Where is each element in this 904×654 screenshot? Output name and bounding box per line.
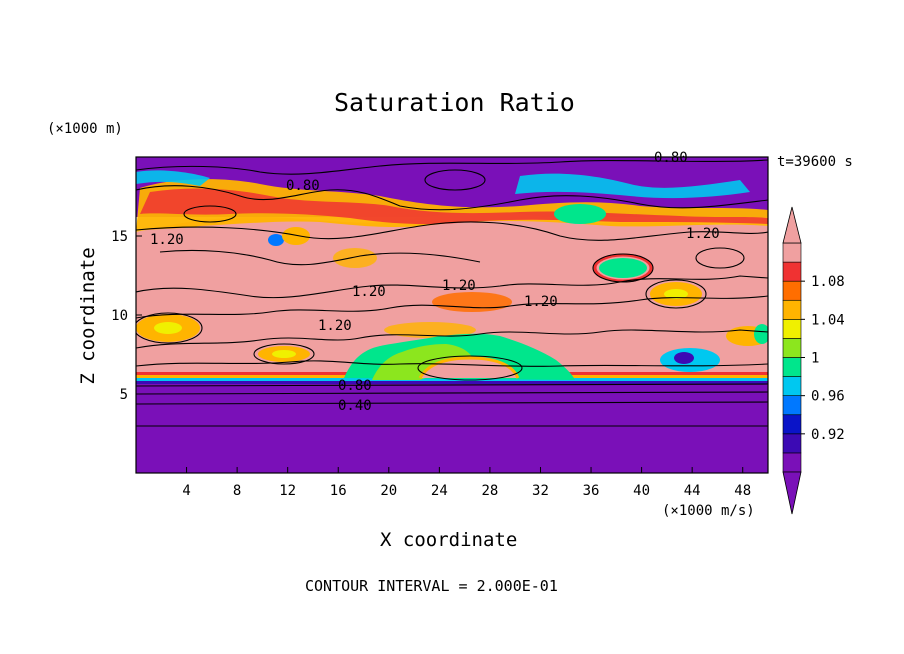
pocket-yellow-lower	[272, 350, 296, 358]
contour-line	[253, 343, 315, 365]
contour-label: 0.80	[654, 150, 688, 166]
cloud-core-pink	[420, 358, 518, 378]
contour-line	[136, 295, 768, 319]
contour-label: 0.80	[338, 378, 372, 394]
x-tick-label: 48	[734, 483, 751, 499]
pocket-orange-mid	[432, 292, 512, 312]
contour-interval-footer: CONTOUR INTERVAL = 2.000E-01	[305, 577, 558, 595]
pocket-green-right	[599, 258, 647, 278]
y-axis-label: Z coordinate	[77, 247, 99, 385]
contour-line	[136, 275, 768, 299]
contour-field	[136, 157, 768, 473]
x-tick-label: 16	[330, 483, 347, 499]
base-band-blue	[136, 381, 768, 384]
colorbar-swatch	[782, 299, 802, 320]
y-tick-label: 10	[111, 308, 128, 324]
contour-line	[136, 391, 768, 395]
contour-line	[136, 360, 768, 367]
cloud-body-light-green	[372, 344, 474, 380]
contour-labels: 0.80 0.80 1.20 1.20 1.20 1.20 1.20 1.20 …	[150, 150, 720, 414]
colorbar-swatch	[782, 261, 802, 282]
chart-title: Saturation Ratio	[334, 88, 575, 117]
contour-label: 0.40	[338, 398, 372, 414]
y-axis: 5 10 15	[111, 229, 142, 403]
y-tick-label: 15	[111, 229, 128, 245]
pocket-green-corner	[754, 324, 768, 344]
colorbar-label: 0.96	[811, 389, 845, 405]
colorbar-swatch	[782, 395, 802, 416]
contour-line	[136, 312, 203, 344]
contour-line	[136, 159, 768, 175]
y-unit-label: (×1000 m)	[47, 121, 123, 137]
contour-line	[183, 205, 237, 223]
contour-line	[136, 329, 768, 349]
upper-band-blue	[136, 170, 210, 186]
colorbar-label: 1.04	[811, 312, 845, 328]
colorbar-swatch	[782, 319, 802, 339]
upper-blob-yellow	[282, 227, 310, 245]
colorbar-swatch	[782, 338, 802, 358]
upper-blob-blue	[268, 234, 284, 246]
colorbar-swatch	[782, 357, 802, 377]
contour-line	[136, 221, 768, 241]
contour-label: 1.20	[442, 278, 476, 294]
contour-lines	[136, 159, 768, 427]
colorbar: 1.08 1.04 1 0.96 0.92	[782, 206, 845, 515]
cloud-core-ring	[418, 356, 520, 379]
contour-label: 1.20	[150, 232, 184, 248]
contour-line	[645, 279, 707, 309]
time-label: t=39600 s	[777, 154, 853, 170]
x-tick-label: 32	[532, 483, 549, 499]
contour-line	[417, 355, 523, 381]
x-axis-label: X coordinate	[380, 529, 518, 551]
x-tick-label: 24	[431, 483, 448, 499]
contour-line	[136, 401, 768, 405]
pocket-yellow-far-right	[664, 289, 688, 299]
contour-line	[695, 247, 745, 269]
colorbar-swatch	[782, 414, 802, 435]
upper-blob-green	[554, 204, 606, 224]
contour-line	[136, 185, 768, 211]
x-unit-label: (×1000 m/s)	[662, 503, 755, 519]
contour-label: 1.20	[318, 318, 352, 334]
colorbar-label: 1	[811, 351, 819, 367]
colorbar-swatch	[782, 242, 802, 263]
contour-line	[592, 253, 654, 283]
x-tick-label: 12	[279, 483, 296, 499]
x-tick-label: 20	[380, 483, 397, 499]
contour-label: 0.80	[286, 178, 320, 194]
colorbar-swatch	[782, 433, 802, 454]
x-tick-label: 8	[233, 483, 241, 499]
contour-line	[159, 249, 481, 266]
contour-label: 1.20	[352, 284, 386, 300]
colorbar-min-arrow	[782, 471, 802, 515]
contour-line	[424, 169, 486, 191]
contour-label: 1.20	[686, 226, 720, 242]
x-axis: 4 8 12 16 20 24 28 32 36 40 44 48	[182, 467, 751, 499]
pocket-yellow-left	[154, 322, 182, 334]
x-tick-label: 44	[684, 483, 701, 499]
x-tick-label: 28	[481, 483, 498, 499]
pocket-purple-right	[674, 352, 694, 364]
colorbar-label: 1.08	[811, 274, 845, 290]
colorbar-label: 0.92	[811, 427, 845, 443]
colorbar-swatch	[782, 376, 802, 396]
colorbar-swatch	[782, 280, 802, 301]
colorbar-max-arrow	[782, 206, 802, 244]
y-tick-label: 5	[120, 387, 128, 403]
x-tick-label: 36	[583, 483, 600, 499]
pocket-orange-cloud-top	[384, 322, 476, 338]
contour-label: 1.20	[524, 294, 558, 310]
x-tick-label: 40	[633, 483, 650, 499]
colorbar-swatch	[782, 452, 802, 473]
upper-band-cyan-right	[515, 173, 750, 199]
x-tick-label: 4	[182, 483, 190, 499]
upper-band-red	[140, 188, 768, 225]
upper-blob-orange	[333, 248, 377, 268]
contour-line	[136, 383, 768, 387]
